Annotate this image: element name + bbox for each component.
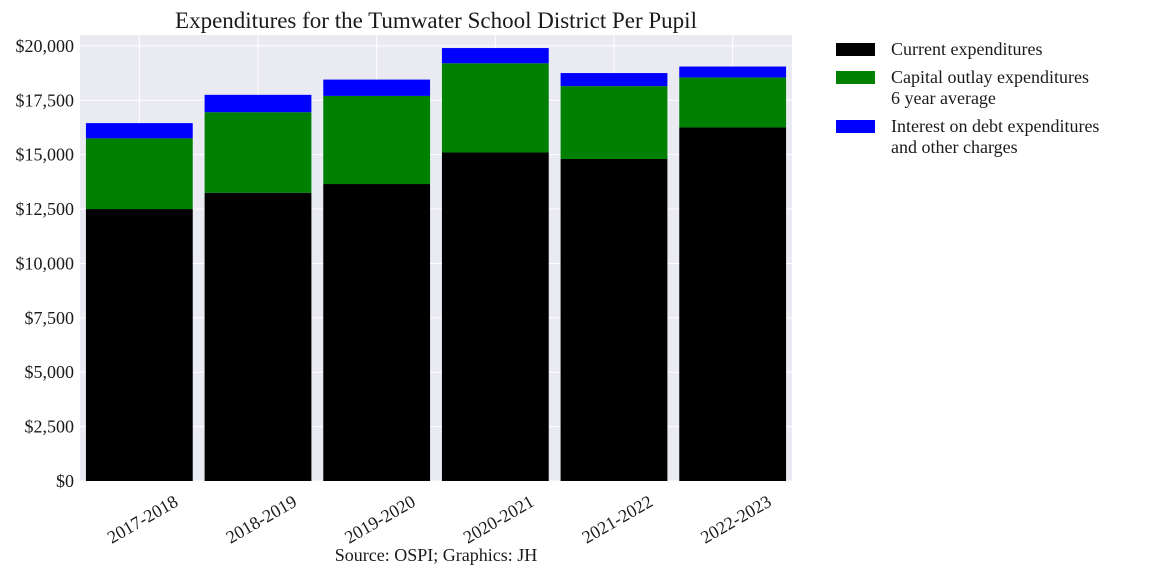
legend-label: Capital outlay expenditures <box>891 67 1089 87</box>
y-tick-label: $2,500 <box>25 417 75 437</box>
legend-swatch <box>836 43 875 56</box>
bar-segment-series-2-2017-2018 <box>85 123 193 139</box>
x-tick-label: 2019-2020 <box>341 491 419 547</box>
y-tick-label: $17,500 <box>16 90 75 110</box>
legend-label: and other charges <box>891 137 1018 157</box>
bars <box>85 48 787 482</box>
bar-segment-series-0-2017-2018 <box>85 209 193 482</box>
x-tick-label: 2020-2021 <box>460 491 538 547</box>
legend-label: Current expenditures <box>891 39 1042 59</box>
y-tick-label: $15,000 <box>16 145 75 165</box>
bar-segment-series-1-2018-2019 <box>204 112 312 193</box>
plot-area <box>80 35 792 481</box>
bar-segment-series-2-2020-2021 <box>441 48 549 64</box>
legend-swatch <box>836 71 875 84</box>
chart-title: Expenditures for the Tumwater School Dis… <box>175 8 697 33</box>
bar-segment-series-1-2017-2018 <box>85 138 193 210</box>
y-tick-label: $12,500 <box>16 199 75 219</box>
x-tick-label: 2017-2018 <box>104 491 182 547</box>
y-tick-label: $20,000 <box>16 36 75 56</box>
y-tick-label: $5,000 <box>25 362 75 382</box>
legend-label: 6 year average <box>891 88 996 108</box>
bar-segment-series-2-2018-2019 <box>204 94 312 113</box>
y-tick-label: $7,500 <box>25 308 75 328</box>
source-caption: Source: OSPI; Graphics: JH <box>335 545 537 565</box>
legend-label: Interest on debt expenditures <box>891 116 1099 136</box>
bar-segment-series-2-2021-2022 <box>560 73 668 87</box>
bar-segment-series-0-2018-2019 <box>204 192 312 482</box>
bar-segment-series-2-2019-2020 <box>323 79 431 96</box>
y-axis: $0 $2,500 $5,000 $7,500 $10,000 $12,500 $15,00… <box>16 36 75 491</box>
bar-segment-series-0-2019-2020 <box>323 184 431 481</box>
bar-segment-series-1-2021-2022 <box>560 86 668 160</box>
y-tick-label: $0 <box>56 471 74 491</box>
bar-segment-series-1-2020-2021 <box>441 63 549 153</box>
bar-segment-series-1-2022-2023 <box>679 77 787 128</box>
x-tick-label: 2018-2019 <box>222 491 300 547</box>
y-tick-label: $10,000 <box>16 253 75 273</box>
x-tick-label: 2022-2023 <box>697 491 775 547</box>
bar-segment-series-0-2022-2023 <box>679 127 787 482</box>
legend: Current expenditures Capital outlay expen… <box>836 39 1099 157</box>
x-axis: 2017-2018 2018-2019 2019-2020 2020-2021 2021… <box>104 491 775 547</box>
legend-swatch <box>836 120 875 133</box>
bar-segment-series-0-2020-2021 <box>441 152 549 482</box>
bar-segment-series-1-2019-2020 <box>323 95 431 185</box>
bar-segment-series-2-2022-2023 <box>679 66 787 78</box>
x-tick-label: 2021-2022 <box>578 491 656 547</box>
bar-segment-series-0-2021-2022 <box>560 159 668 481</box>
